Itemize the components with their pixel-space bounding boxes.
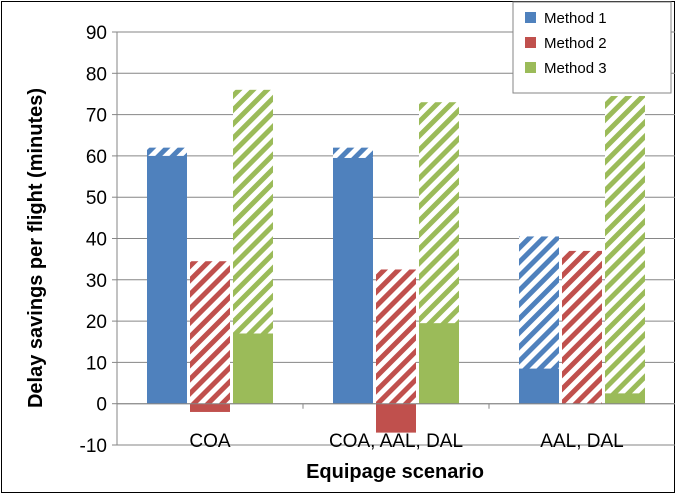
y-tick-label: 50	[86, 188, 107, 209]
y-tick-labels: -10 0 10 20 30 40 50 60 70 80 90	[80, 23, 107, 457]
bar-actual-1	[147, 155, 187, 404]
bars	[147, 89, 645, 433]
y-tick-label: 0	[96, 395, 107, 416]
y-tick-label: 90	[86, 23, 107, 44]
x-axis-title: Equipage scenario	[306, 461, 484, 483]
legend-swatch	[525, 12, 536, 23]
bar-actual-1	[519, 368, 559, 404]
legend-label: Method 1	[544, 10, 607, 27]
legend-label: Method 3	[544, 60, 607, 77]
x-category-label: COA	[189, 431, 231, 452]
bar-actual-3	[605, 393, 645, 404]
y-tick-label: 70	[86, 106, 107, 127]
y-tick-label: 60	[86, 147, 107, 168]
bar-potential-2	[562, 250, 602, 404]
legend-box	[512, 1, 672, 94]
x-category-label: AAL, DAL	[540, 431, 623, 452]
legend-swatch	[525, 62, 536, 73]
y-tick-label: -10	[80, 436, 107, 457]
bar-actual-1	[333, 157, 373, 404]
bar-actual-3	[233, 333, 273, 404]
bar-potential-2	[376, 269, 416, 404]
x-category-label: COA, AAL, DAL	[329, 431, 463, 452]
bar-actual-2	[190, 403, 230, 412]
y-tick-label: 30	[86, 271, 107, 292]
legend-swatch	[525, 37, 536, 48]
bar-potential-2	[190, 261, 230, 404]
y-tick-label: 40	[86, 230, 107, 251]
bar-potential-3	[605, 96, 645, 404]
legend-label: Method 2	[544, 35, 607, 52]
axes	[116, 32, 675, 445]
x-category-labels: COA COA, AAL, DAL AAL, DAL	[189, 431, 623, 452]
y-tick-label: 80	[86, 64, 107, 85]
legend: Method 1 Method 2 Method 3	[512, 1, 672, 94]
y-tick-label: 10	[86, 353, 107, 374]
bar-actual-2	[376, 403, 416, 433]
y-tick-label: 20	[86, 312, 107, 333]
y-axis-title: Delay savings per flight (minutes)	[25, 88, 47, 408]
bar-actual-3	[419, 323, 459, 404]
